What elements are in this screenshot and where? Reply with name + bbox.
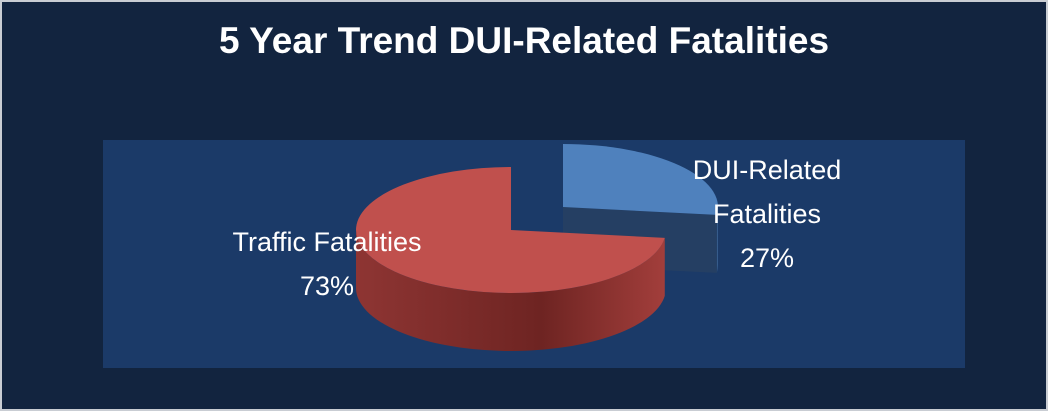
- value-label: 27%: [739, 243, 795, 273]
- data-label: DUI-Related Fatalities 27%: [662, 148, 872, 280]
- value-label: 73%: [299, 271, 355, 301]
- pie-side: [716, 207, 718, 273]
- category-label: DUI-Related Fatalities: [692, 155, 842, 229]
- pie-slice: [563, 144, 718, 215]
- pie-slice: [356, 167, 665, 293]
- pie-side: [356, 230, 665, 352]
- category-label: Traffic Fatalities: [232, 227, 422, 257]
- data-label: Traffic Fatalities 73%: [222, 220, 432, 308]
- chart-title: 5 Year Trend DUI-Related Fatalities: [218, 20, 830, 61]
